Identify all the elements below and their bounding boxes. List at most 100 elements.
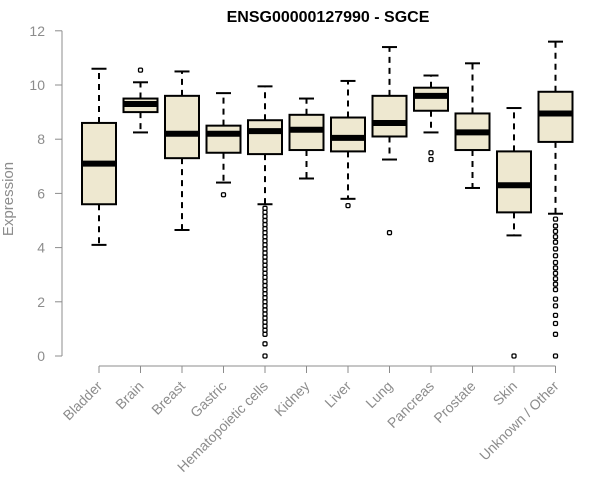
x-tick-label: Unknown / Other xyxy=(476,378,562,464)
iqr-box xyxy=(413,86,449,112)
y-tick-label: 12 xyxy=(29,23,45,39)
outlier-point xyxy=(262,286,268,293)
outlier-point xyxy=(428,150,434,156)
outlier-point xyxy=(345,202,351,209)
outlier-point xyxy=(262,230,268,236)
outlier-point xyxy=(262,307,268,313)
box-kidney xyxy=(288,97,325,180)
outlier-point xyxy=(262,238,268,244)
box-unknown-other xyxy=(537,40,574,359)
box-hematopoietic-cells xyxy=(247,85,283,359)
y-tick-label: 0 xyxy=(37,348,45,364)
x-tick-label: Bladder xyxy=(60,378,106,424)
outlier-point xyxy=(262,250,268,256)
outlier-point xyxy=(262,234,268,240)
outlier-point xyxy=(262,225,268,232)
outlier-point xyxy=(262,353,268,359)
outlier-point xyxy=(428,156,434,163)
iqr-box xyxy=(496,150,532,214)
outlier-point xyxy=(552,286,559,293)
outlier-point xyxy=(262,209,268,216)
outlier-point xyxy=(552,259,559,266)
outlier-point xyxy=(262,266,268,272)
outlier-point xyxy=(262,331,268,337)
outlier-point xyxy=(552,234,559,240)
box-gastric xyxy=(205,92,242,198)
box-lung xyxy=(371,46,408,236)
outlier-point xyxy=(552,281,559,287)
outlier-point xyxy=(262,315,268,321)
outlier-point xyxy=(137,67,144,73)
outlier-point xyxy=(552,331,559,337)
outlier-point xyxy=(262,278,268,285)
box-liver xyxy=(330,79,366,209)
outlier-point xyxy=(262,242,268,248)
iqr-box xyxy=(537,90,574,143)
outlier-point xyxy=(511,353,517,359)
outlier-point xyxy=(262,295,268,301)
y-tick-label: 8 xyxy=(37,131,45,147)
y-tick-label: 2 xyxy=(37,294,45,310)
outlier-point xyxy=(262,323,268,329)
outlier-point xyxy=(262,246,268,252)
y-axis: 0 2 4 6 8 10 12 xyxy=(29,23,63,364)
outlier-point xyxy=(552,276,559,282)
outlier-point xyxy=(552,253,559,259)
x-tick-label: Kidney xyxy=(271,378,313,420)
outlier-point xyxy=(262,311,268,317)
iqr-box xyxy=(330,116,366,153)
outlier-point xyxy=(262,303,268,309)
x-tick-label: Liver xyxy=(321,378,354,411)
outlier-point xyxy=(552,270,559,276)
iqr-box xyxy=(371,94,408,138)
box-bladder xyxy=(81,67,117,246)
outlier-point xyxy=(262,282,268,289)
y-tick-label: 6 xyxy=(37,185,45,201)
box-prostate xyxy=(454,62,491,189)
outlier-point xyxy=(552,320,559,327)
x-tick-label: Prostate xyxy=(430,378,478,426)
outlier-point xyxy=(262,213,268,220)
outlier-point xyxy=(220,192,227,198)
outlier-point xyxy=(386,230,393,236)
y-axis-label: Expression xyxy=(0,162,17,236)
box-skin xyxy=(496,107,532,359)
outlier-point xyxy=(552,216,559,222)
outlier-point xyxy=(552,296,559,302)
iqr-box xyxy=(205,124,242,154)
iqr-box xyxy=(164,94,200,160)
x-tick-label: Lung xyxy=(362,378,395,411)
chart-title: ENSG00000127990 - SGCE xyxy=(227,9,430,26)
outlier-point xyxy=(262,258,268,264)
y-tick-label: 4 xyxy=(37,240,45,256)
outlier-point xyxy=(262,291,268,297)
outlier-point xyxy=(552,246,559,252)
x-tick-label: Skin xyxy=(490,378,521,409)
outlier-point xyxy=(552,239,559,245)
outlier-point xyxy=(552,312,559,319)
x-tick-label: Brain xyxy=(112,378,146,412)
outlier-point xyxy=(552,303,559,309)
outlier-point xyxy=(262,319,268,325)
outlier-point xyxy=(262,270,268,276)
outlier-point xyxy=(552,265,559,271)
outlier-point xyxy=(262,299,268,305)
outlier-point xyxy=(552,228,559,234)
box-breast xyxy=(164,70,200,231)
outlier-point xyxy=(262,217,268,224)
boxes-layer xyxy=(81,40,574,359)
outlier-point xyxy=(262,221,268,228)
outlier-point xyxy=(262,254,268,260)
y-tick-label: 10 xyxy=(29,77,45,93)
outlier-point xyxy=(262,262,268,268)
outlier-point xyxy=(262,205,268,211)
outlier-point xyxy=(262,341,268,347)
outlier-point xyxy=(552,223,559,229)
iqr-box xyxy=(247,119,283,156)
outlier-point xyxy=(262,274,268,281)
x-tick-label: Breast xyxy=(148,378,188,418)
outlier-point xyxy=(262,327,268,333)
box-brain xyxy=(122,67,159,134)
